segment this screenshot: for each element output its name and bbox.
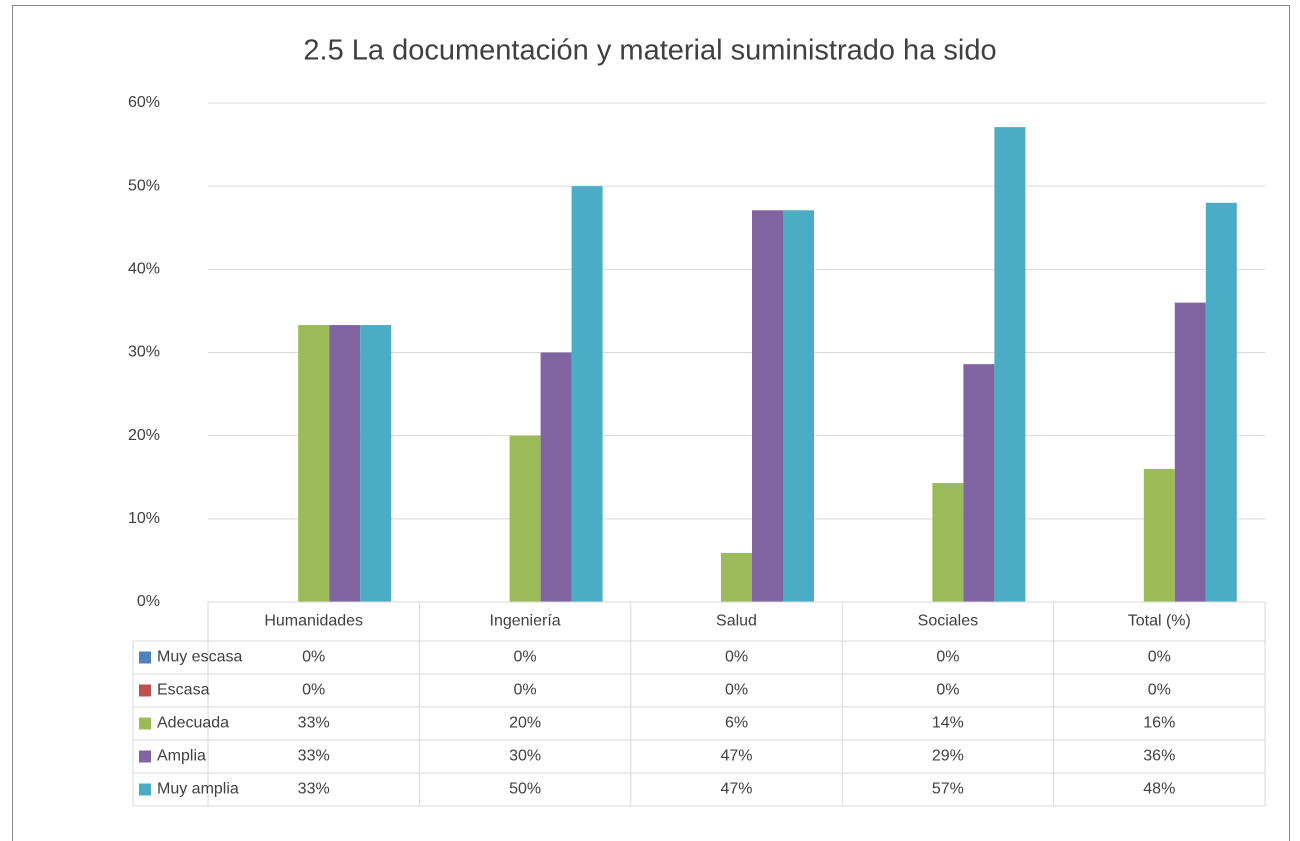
data-label: 0% (725, 649, 748, 666)
data-label: 47% (720, 748, 752, 765)
bar (721, 552, 752, 602)
y-tick-label: 30% (128, 344, 160, 361)
y-tick-label: 10% (128, 510, 160, 527)
y-tick-label: 0% (137, 593, 160, 610)
x-tick-label: Salud (716, 613, 757, 630)
legend-key (139, 717, 151, 730)
bar (783, 210, 814, 602)
x-tick-label: Ingeniería (490, 613, 561, 630)
x-tick-label: Humanidades (264, 613, 363, 630)
data-label: 47% (720, 781, 752, 798)
data-label: 0% (936, 649, 959, 666)
bar (1143, 468, 1175, 602)
bar (932, 483, 964, 602)
data-label: 0% (936, 682, 959, 699)
data-label: 36% (1143, 748, 1175, 765)
legend-label: Amplia (157, 748, 206, 765)
y-tick-label: 20% (128, 427, 160, 444)
bar (298, 325, 330, 602)
bar (509, 435, 541, 602)
y-tick-label: 50% (128, 177, 160, 194)
data-label: 0% (1148, 649, 1171, 666)
x-tick-label: Sociales (918, 613, 978, 630)
data-label: 0% (725, 682, 748, 699)
legend-label: Muy amplia (157, 781, 239, 798)
x-tick-label: Total (%) (1128, 613, 1191, 630)
data-label: 33% (298, 748, 330, 765)
data-label: 0% (514, 682, 537, 699)
data-label: 57% (932, 781, 964, 798)
data-label: 0% (514, 649, 537, 666)
bar (360, 325, 392, 602)
legend-label: Escasa (157, 682, 210, 699)
bar (571, 186, 603, 602)
data-label: 29% (932, 748, 964, 765)
data-label: 6% (725, 715, 748, 732)
y-tick-label: 40% (128, 261, 160, 278)
legend-key (139, 684, 151, 697)
legend-key (139, 651, 151, 664)
bar (752, 210, 783, 602)
data-label: 33% (298, 715, 330, 732)
data-label: 16% (1143, 715, 1175, 732)
data-label: 0% (302, 649, 325, 666)
data-label: 20% (509, 715, 541, 732)
legend-label: Adecuada (157, 715, 229, 732)
y-tick-label: 60% (128, 94, 160, 111)
data-label: 0% (1148, 682, 1171, 699)
bar (1174, 302, 1206, 602)
data-label: 48% (1143, 781, 1175, 798)
chart-title: 2.5 La documentación y material suminist… (303, 35, 996, 67)
bar (329, 325, 361, 602)
legend-label: Muy escasa (157, 649, 242, 666)
bar (1205, 202, 1237, 603)
bar (540, 352, 572, 602)
chart-frame (12, 5, 1290, 841)
legend-key (139, 783, 151, 796)
data-label: 33% (298, 781, 330, 798)
bar (963, 364, 995, 602)
data-label: 50% (509, 781, 541, 798)
legend-key (139, 750, 151, 763)
bar (994, 127, 1026, 602)
data-label: 0% (302, 682, 325, 699)
data-label: 30% (509, 748, 541, 765)
data-label: 14% (932, 715, 964, 732)
